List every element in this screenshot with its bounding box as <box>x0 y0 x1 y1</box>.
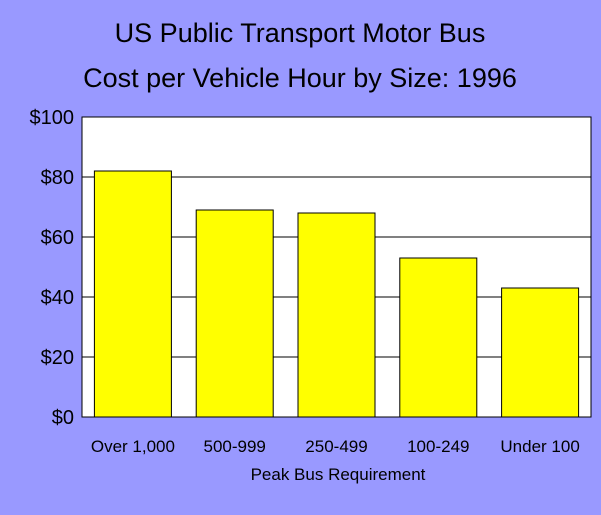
chart-title-line-1: US Public Transport Motor Bus <box>115 18 486 48</box>
bar <box>93 170 172 418</box>
x-tick-label: 500-999 <box>204 437 266 456</box>
bar <box>297 212 376 418</box>
y-tick-label: $20 <box>41 347 74 369</box>
x-tick-labels: Over 1,000 500-999 250-499 100-249 Under 100 <box>91 437 580 456</box>
y-tick-label: $0 <box>52 407 74 429</box>
bar <box>399 257 478 418</box>
x-tick-label: Under 100 <box>500 437 579 456</box>
plot-area-border <box>81 116 592 418</box>
chart-title-line-2: Cost per Vehicle Hour by Size: 1996 <box>83 63 517 93</box>
x-tick-label: Over 1,000 <box>91 437 175 456</box>
bar <box>195 209 274 418</box>
y-tick-labels: $0 $20 $40 $60 $80 $100 <box>30 107 75 429</box>
x-tick-label: 250-499 <box>305 437 367 456</box>
y-tick-label: $100 <box>30 107 75 129</box>
y-tick-label: $80 <box>41 167 74 189</box>
bar <box>501 287 580 418</box>
x-axis-title: Peak Bus Requirement <box>251 465 426 484</box>
y-tick-label: $40 <box>41 287 74 309</box>
x-tick-label: 100-249 <box>407 437 469 456</box>
y-tick-label: $60 <box>41 227 74 249</box>
